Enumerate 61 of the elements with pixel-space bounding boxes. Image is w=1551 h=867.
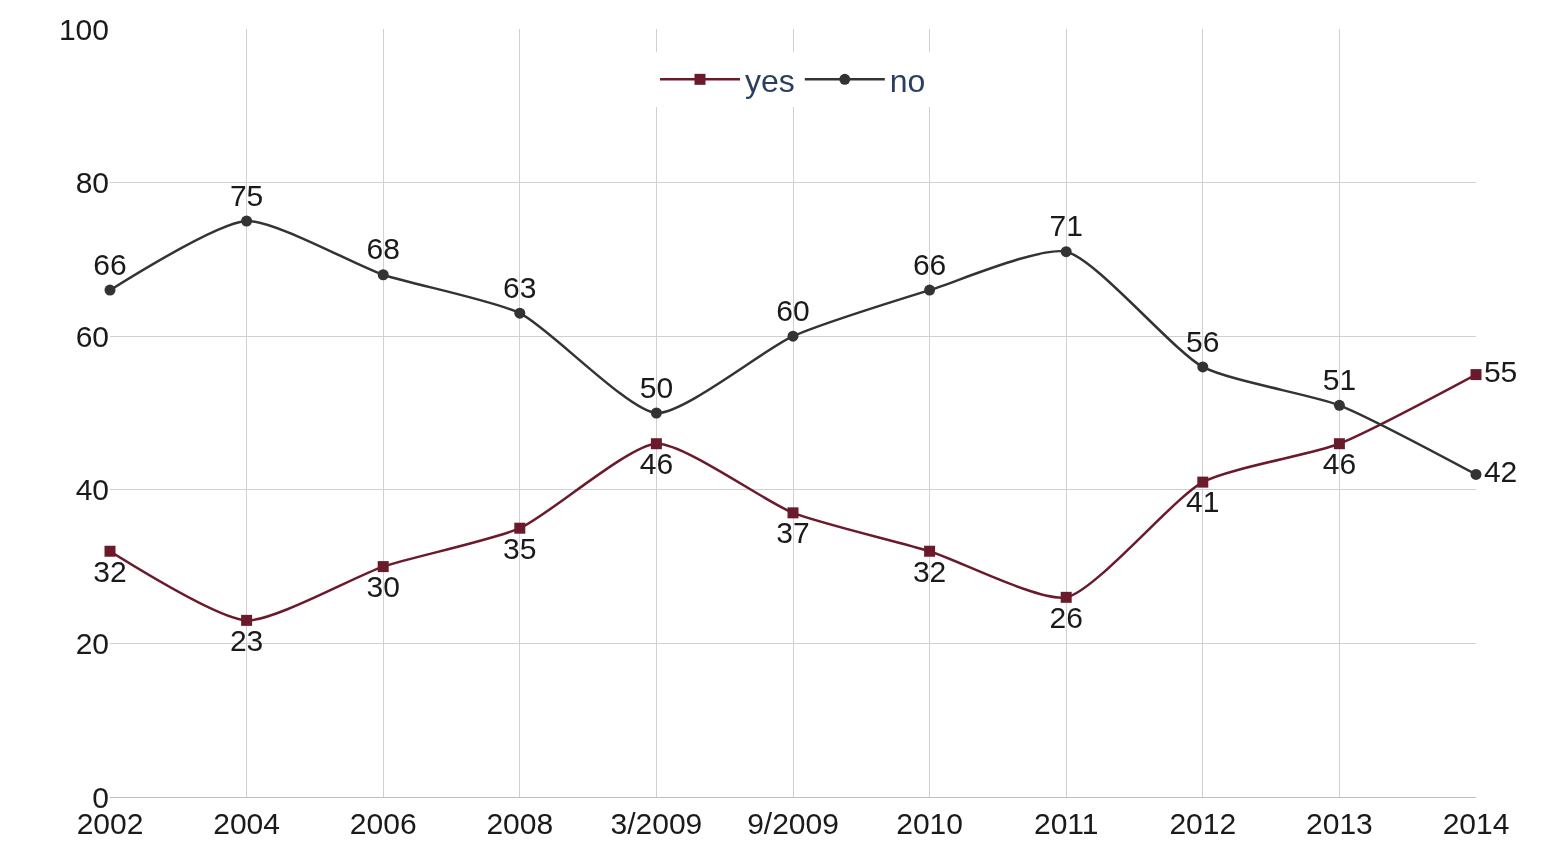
point	[924, 284, 936, 296]
data-label: 68	[366, 232, 400, 266]
data-label: 46	[1322, 447, 1357, 481]
x-tick-label: 9/2009	[747, 807, 839, 840]
x-tick-label: 2013	[1306, 807, 1373, 840]
data-label: 71	[1049, 209, 1083, 243]
data-label: 32	[912, 554, 947, 588]
data-label: 37	[776, 516, 810, 550]
y-tick-label: 20	[75, 626, 109, 660]
y-tick-label: 80	[75, 166, 109, 200]
point	[1060, 591, 1072, 603]
y-tick-label: 60	[75, 319, 109, 353]
point	[1060, 246, 1072, 258]
point	[1333, 399, 1345, 411]
point	[787, 507, 799, 519]
data-label: 35	[503, 531, 537, 565]
point	[104, 284, 116, 296]
data-label: 23	[229, 623, 264, 657]
point	[241, 614, 253, 626]
y-tick-label: 100	[58, 12, 109, 46]
data-label: 66	[912, 247, 947, 281]
point	[104, 545, 116, 557]
x-tick-label: 3/2009	[610, 807, 703, 840]
x-tick-label: 2010	[896, 807, 963, 840]
point	[1197, 476, 1209, 488]
point	[514, 307, 526, 319]
point	[241, 215, 253, 227]
point	[1197, 361, 1209, 373]
point	[1333, 438, 1345, 450]
point	[377, 269, 389, 281]
data-label: 41	[1186, 485, 1220, 519]
point	[924, 545, 936, 557]
point	[377, 561, 389, 573]
point	[514, 522, 526, 534]
point	[787, 330, 799, 342]
data-label: 55	[1483, 355, 1518, 389]
data-label: 75	[229, 178, 264, 212]
y-tick-label: 40	[75, 473, 109, 507]
point	[650, 438, 662, 450]
point	[650, 407, 662, 419]
x-tick-label: 2006	[349, 807, 417, 840]
legend-label: yes	[745, 62, 795, 99]
legend-label: no	[889, 62, 926, 99]
data-label: 60	[776, 293, 810, 327]
point	[1470, 369, 1482, 381]
data-label: 56	[1186, 324, 1220, 358]
data-label: 66	[93, 247, 127, 281]
x-tick-label: 2011	[1033, 807, 1099, 840]
x-tick-label: 2012	[1169, 807, 1237, 840]
x-tick-label: 2004	[213, 807, 280, 840]
data-label: 42	[1483, 454, 1518, 488]
data-label: 32	[93, 554, 127, 588]
data-label: 26	[1049, 600, 1083, 634]
data-label: 30	[366, 569, 400, 603]
x-tick-label: 2014	[1442, 807, 1510, 840]
x-tick-label: 2008	[486, 807, 554, 840]
data-label: 63	[503, 270, 537, 304]
data-label: 46	[639, 447, 674, 481]
data-label: 51	[1322, 362, 1357, 396]
data-label: 50	[639, 370, 674, 404]
point	[1470, 468, 1482, 480]
